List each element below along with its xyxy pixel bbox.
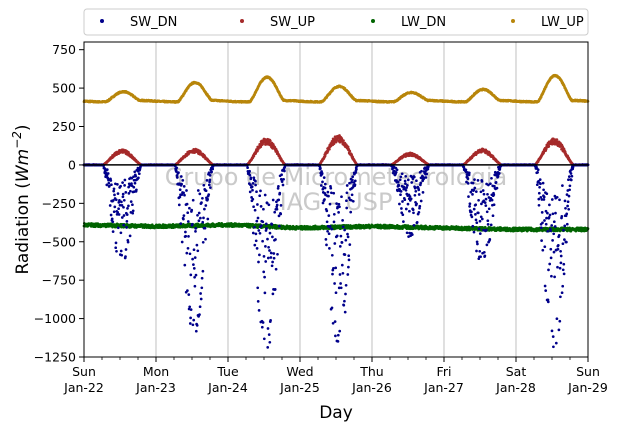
watermark: Grupo de Micrometeorologia IAG - USP <box>165 163 507 216</box>
grid-layer <box>155 42 517 357</box>
sw-up-point <box>328 147 331 151</box>
plot-background <box>84 42 588 357</box>
series-lw-up <box>82 73 590 104</box>
watermark-line-2: IAG - USP <box>280 188 393 216</box>
sw-up-point <box>342 139 345 142</box>
sw-up-point <box>348 149 352 153</box>
watermark-line-1: Grupo de Micrometeorologia <box>165 163 507 191</box>
